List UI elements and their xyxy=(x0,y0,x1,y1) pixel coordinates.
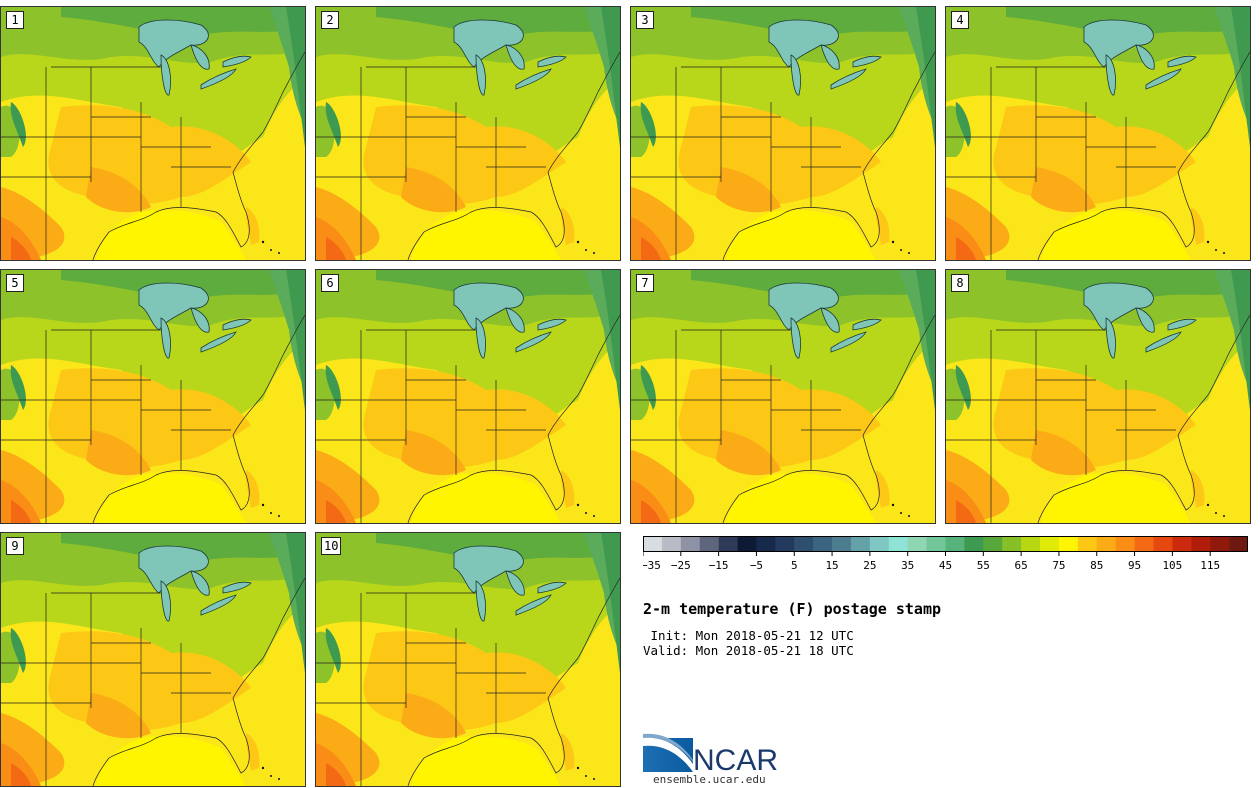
colorbar-tick-label: 15 xyxy=(825,559,838,572)
member-map-5: 5 xyxy=(0,269,306,524)
colorbar-tick-label: −15 xyxy=(709,559,729,572)
colorbar-swatch xyxy=(888,536,908,552)
temperature-colorbar: −35 −25 −15 −5 5 15 25 35 45 55 65 75 85 95 105 115 xyxy=(643,536,1248,572)
colorbar-swatch xyxy=(983,536,1003,552)
chart-title: 2-m temperature (F) postage stamp xyxy=(643,600,942,618)
member-map-2: 2 xyxy=(315,6,621,261)
website-url: ensemble.ucar.edu xyxy=(653,773,766,786)
temperature-map xyxy=(631,270,935,523)
temperature-map xyxy=(946,270,1250,523)
colorbar-swatch xyxy=(680,536,701,552)
colorbar-swatch xyxy=(699,536,719,552)
member-map-7: 7 xyxy=(630,269,936,524)
valid-time: Valid: Mon 2018-05-21 18 UTC xyxy=(643,643,854,658)
member-label: 2 xyxy=(321,11,339,29)
colorbar-tick-label: 25 xyxy=(863,559,876,572)
colorbar-tick-label: 105 xyxy=(1162,559,1182,572)
member-map-8: 8 xyxy=(945,269,1251,524)
colorbar-tick-label: 65 xyxy=(1015,559,1028,572)
temperature-map xyxy=(946,7,1250,260)
colorbar-swatch xyxy=(737,536,757,552)
colorbar-border xyxy=(643,536,1248,552)
temperature-map xyxy=(1,270,305,523)
colorbar-tick-label: 95 xyxy=(1128,559,1141,572)
colorbar-swatch xyxy=(850,536,871,552)
colorbar-swatch xyxy=(1210,536,1230,552)
colorbar-swatch xyxy=(869,536,890,552)
colorbar-swatch xyxy=(926,536,946,552)
colorbar-swatch xyxy=(1172,536,1192,552)
member-label: 8 xyxy=(951,274,969,292)
colorbar-tick-label: 115 xyxy=(1200,559,1220,572)
ncar-logo: NCAR xyxy=(643,733,778,774)
colorbar-tick-label: −5 xyxy=(750,559,763,572)
member-label: 4 xyxy=(951,11,969,29)
colorbar-swatch xyxy=(964,536,984,552)
colorbar-swatch xyxy=(1115,536,1135,552)
colorbar-tick-label: −25 xyxy=(671,559,691,572)
colorbar-swatch xyxy=(756,536,776,552)
temperature-map xyxy=(316,533,620,786)
member-label: 1 xyxy=(6,11,24,29)
colorbar-swatch xyxy=(1096,536,1116,552)
colorbar-swatch xyxy=(1002,536,1022,552)
temperature-map xyxy=(1,533,305,786)
logo-text: NCAR xyxy=(693,744,778,774)
member-map-1: 1 xyxy=(0,6,306,261)
colorbar-swatch xyxy=(907,536,927,552)
colorbar-swatch xyxy=(661,536,682,552)
colorbar-tick-label: 5 xyxy=(791,559,798,572)
member-map-9: 9 xyxy=(0,532,306,787)
member-map-6: 6 xyxy=(315,269,621,524)
init-time: Init: Mon 2018-05-21 12 UTC xyxy=(643,628,854,643)
colorbar-swatch xyxy=(718,536,738,552)
colorbar-swatch xyxy=(1077,536,1098,552)
colorbar-tick-label: 85 xyxy=(1090,559,1103,572)
temperature-map xyxy=(316,270,620,523)
colorbar-swatch xyxy=(813,536,833,552)
colorbar-swatch xyxy=(1191,536,1211,552)
member-label: 9 xyxy=(6,537,24,555)
member-map-4: 4 xyxy=(945,6,1251,261)
colorbar-tick-label: 35 xyxy=(901,559,914,572)
colorbar-swatch xyxy=(1021,536,1041,552)
colorbar-swatch xyxy=(832,536,852,552)
colorbar-swatch xyxy=(1040,536,1060,552)
colorbar-swatch xyxy=(945,536,965,552)
member-label: 7 xyxy=(636,274,654,292)
colorbar-swatch xyxy=(794,536,814,552)
colorbar-tick-label: 75 xyxy=(1052,559,1065,572)
colorbar-swatch xyxy=(1058,536,1079,552)
colorbar-tick-label: 55 xyxy=(977,559,990,572)
colorbar-swatch xyxy=(1153,536,1173,552)
colorbar-swatch xyxy=(1229,536,1248,552)
temperature-map xyxy=(316,7,620,260)
member-map-10: 10 xyxy=(315,532,621,787)
colorbar-tick-label: 45 xyxy=(939,559,952,572)
member-label: 5 xyxy=(6,274,24,292)
colorbar-swatch xyxy=(643,536,663,552)
temperature-map xyxy=(1,7,305,260)
colorbar-swatch xyxy=(1134,536,1154,552)
member-label: 3 xyxy=(636,11,654,29)
member-label: 10 xyxy=(321,537,342,555)
member-label: 6 xyxy=(321,274,339,292)
colorbar-tick-label: −35 xyxy=(643,559,661,572)
colorbar-swatch xyxy=(775,536,795,552)
temperature-map xyxy=(631,7,935,260)
member-map-3: 3 xyxy=(630,6,936,261)
